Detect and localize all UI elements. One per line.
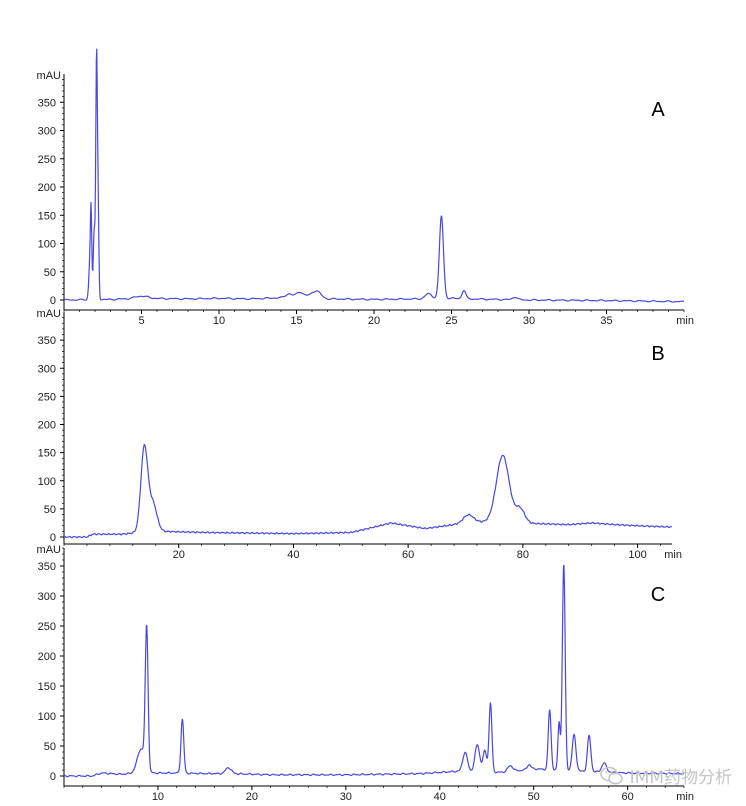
y-tick-label: 350 xyxy=(38,335,56,347)
x-tick-label: 35 xyxy=(600,315,612,327)
y-tick-label: 150 xyxy=(38,448,56,460)
y-axis-label: mAU xyxy=(37,308,62,320)
panel-label: C xyxy=(651,584,665,606)
y-tick-label: 100 xyxy=(38,711,56,723)
watermark-text: IMM药物分析 xyxy=(629,768,732,788)
series-trace xyxy=(63,443,673,539)
y-tick-label: 350 xyxy=(38,97,56,109)
y-tick-label: 300 xyxy=(38,126,56,138)
y-tick-label: 0 xyxy=(50,532,56,544)
x-axis-label: min xyxy=(676,791,694,803)
x-tick-label: 40 xyxy=(434,791,446,803)
x-tick-label: 10 xyxy=(213,315,225,327)
x-tick-label: 60 xyxy=(622,791,634,803)
panel-label: B xyxy=(651,343,664,365)
x-tick-label: 15 xyxy=(290,315,302,327)
x-tick-label: 20 xyxy=(246,791,258,803)
y-tick-label: 250 xyxy=(38,154,56,166)
wechat-icon xyxy=(599,766,623,784)
y-tick-label: 250 xyxy=(38,621,56,633)
x-tick-label: 5 xyxy=(138,315,144,327)
series-trace xyxy=(63,48,685,303)
x-axis-label: min xyxy=(664,549,682,561)
y-tick-label: 50 xyxy=(44,741,56,753)
chromatogram-panel-c: 0 50 100 150 200 250 300 350 mAU 10 20 30 40 50 60 min C xyxy=(37,544,694,803)
y-tick-label: 150 xyxy=(38,681,56,693)
y-tick-label: 200 xyxy=(38,651,56,663)
y-tick-label: 350 xyxy=(38,561,56,573)
y-tick-label: 250 xyxy=(38,391,56,403)
panel-label: A xyxy=(651,99,665,121)
x-tick-label: 30 xyxy=(523,315,535,327)
chromatogram-panel-a: 0 50 100 150 200 250 300 350 mAU 5 10 15 20 25 30 35 min… xyxy=(37,48,694,327)
x-tick-label: 10 xyxy=(152,791,164,803)
y-tick-label: 300 xyxy=(38,363,56,375)
y-tick-label: 0 xyxy=(50,771,56,783)
x-tick-label: 100 xyxy=(628,549,646,561)
series-trace xyxy=(63,565,685,778)
y-axis-label: mAU xyxy=(37,544,62,556)
x-tick-label: 60 xyxy=(402,549,414,561)
y-tick-label: 200 xyxy=(38,420,56,432)
x-tick-label: 20 xyxy=(173,549,185,561)
y-tick-label: 100 xyxy=(38,239,56,251)
y-tick-label: 50 xyxy=(44,504,56,516)
y-tick-label: 150 xyxy=(38,210,56,222)
y-tick-label: 0 xyxy=(50,295,56,307)
x-tick-label: 30 xyxy=(340,791,352,803)
y-axis-label: mAU xyxy=(37,70,62,82)
watermark: IMM药物分析 xyxy=(599,763,732,788)
y-tick-label: 300 xyxy=(38,591,56,603)
x-tick-label: 20 xyxy=(368,315,380,327)
x-tick-label: 25 xyxy=(445,315,457,327)
y-tick-label: 50 xyxy=(44,267,56,279)
x-tick-label: 80 xyxy=(517,549,529,561)
chromatogram-panel-b: 0 50 100 150 200 250 300 350 mAU 20 40 60 80 100 min B xyxy=(37,308,682,561)
y-tick-label: 100 xyxy=(38,476,56,488)
x-tick-label: 50 xyxy=(528,791,540,803)
y-tick-label: 200 xyxy=(38,182,56,194)
x-tick-label: 40 xyxy=(287,549,299,561)
x-axis-label: min xyxy=(676,315,694,327)
